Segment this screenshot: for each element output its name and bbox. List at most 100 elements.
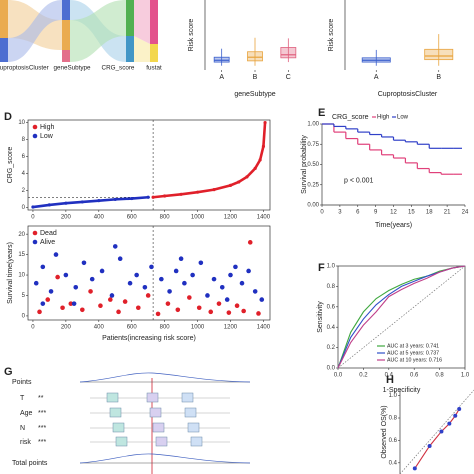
box xyxy=(424,48,454,61)
x-tick-label: B xyxy=(253,74,258,81)
y-tick-label: 10 xyxy=(18,120,25,126)
y-tick-label: 1.0 xyxy=(389,393,398,399)
point xyxy=(246,268,251,274)
curve xyxy=(337,265,466,369)
x-tick-label: 1000 xyxy=(191,215,205,221)
point xyxy=(175,307,181,313)
point xyxy=(179,192,183,196)
point xyxy=(205,293,210,298)
y-tick-label: 5 xyxy=(22,293,26,299)
point xyxy=(122,299,128,304)
point xyxy=(40,264,46,270)
point xyxy=(263,120,267,125)
row-significance: *** xyxy=(38,425,46,432)
point xyxy=(80,307,85,313)
x-axis-label: Time(years) xyxy=(375,222,412,229)
point xyxy=(163,194,167,198)
sankey-flow xyxy=(70,0,126,62)
x-tick-label: 1400 xyxy=(257,215,271,221)
point xyxy=(146,195,150,199)
category-box xyxy=(187,422,200,433)
point xyxy=(447,421,452,426)
x-tick-label: 800 xyxy=(160,325,171,331)
row-label: N xyxy=(20,425,25,432)
x-tick-label: 1000 xyxy=(191,325,205,331)
point xyxy=(116,309,121,315)
point xyxy=(68,301,74,306)
point xyxy=(71,301,77,306)
y-tick-label: 20 xyxy=(18,232,25,238)
y-tick-label: 0.0 xyxy=(327,366,336,372)
point xyxy=(117,256,123,261)
point xyxy=(149,264,154,270)
sankey-flow xyxy=(134,0,150,44)
plot-frame xyxy=(27,225,271,321)
x-tick-label: 24 xyxy=(462,210,469,216)
row-significance: ** xyxy=(38,395,44,402)
sankey-axis-label: fustat xyxy=(146,65,162,72)
point xyxy=(37,309,42,315)
point xyxy=(253,166,257,170)
y-tick-label: 0.8 xyxy=(327,284,336,290)
point xyxy=(233,264,238,270)
y-tick-label: 6 xyxy=(22,154,26,160)
legend-label: Low xyxy=(397,115,409,121)
point xyxy=(228,183,233,187)
point xyxy=(45,297,51,302)
point xyxy=(99,268,105,274)
y-tick-label: 0.75 xyxy=(307,142,319,148)
y-tick-label: 0.2 xyxy=(327,345,336,351)
x-tick-label: 0 xyxy=(31,215,35,221)
sankey-node xyxy=(150,0,158,44)
y-tick-label: 0.8 xyxy=(389,416,398,422)
x-tick-label: B xyxy=(436,74,441,81)
category-box xyxy=(106,392,119,403)
point xyxy=(159,276,164,282)
category-box xyxy=(112,422,125,433)
legend-label: Low xyxy=(40,133,54,140)
density xyxy=(79,453,251,464)
y-axis-label: Observed OS(%) xyxy=(381,405,388,458)
point xyxy=(47,203,52,207)
x-axis-label: 1-Specificity xyxy=(383,387,421,394)
point xyxy=(108,297,113,302)
x-tick-label: 600 xyxy=(127,215,138,221)
point xyxy=(53,252,59,257)
legend-label: AUC at 5 years: 0.737 xyxy=(387,350,439,356)
sankey-node xyxy=(126,36,134,62)
sankey-flow xyxy=(8,0,62,62)
point xyxy=(219,285,225,290)
y-axis-label: Risk score xyxy=(328,19,335,52)
reference-diagonal xyxy=(337,265,466,369)
point xyxy=(245,175,249,179)
x-tick-label: 0.4 xyxy=(385,373,394,379)
point xyxy=(196,305,202,311)
sankey-node xyxy=(62,20,70,50)
point xyxy=(135,305,141,311)
point xyxy=(457,407,462,412)
panel-label: E xyxy=(318,107,325,119)
point xyxy=(412,466,417,471)
y-tick-label: 10 xyxy=(18,273,25,279)
point xyxy=(165,301,171,306)
x-tick-label: 0 xyxy=(31,325,35,331)
category-box xyxy=(146,392,159,403)
y-tick-label: 0.6 xyxy=(327,304,336,310)
point xyxy=(155,311,161,317)
y-tick-label: 4 xyxy=(22,171,26,177)
legend-label: AUC at 3 years: 0.741 xyxy=(387,343,439,349)
x-tick-label: C xyxy=(286,74,291,81)
point xyxy=(73,285,79,290)
legend-title: CRG_score xyxy=(332,114,369,121)
y-tick-label: 8 xyxy=(22,137,26,143)
category-box xyxy=(115,436,128,447)
point xyxy=(55,274,60,280)
y-tick-label: 1.00 xyxy=(307,122,319,128)
x-tick-label: 0 xyxy=(320,210,324,216)
point xyxy=(98,303,103,308)
point xyxy=(130,196,134,201)
y-axis-label: Survival probability xyxy=(301,135,308,194)
curve xyxy=(414,408,460,469)
row-label: Age xyxy=(20,410,33,417)
